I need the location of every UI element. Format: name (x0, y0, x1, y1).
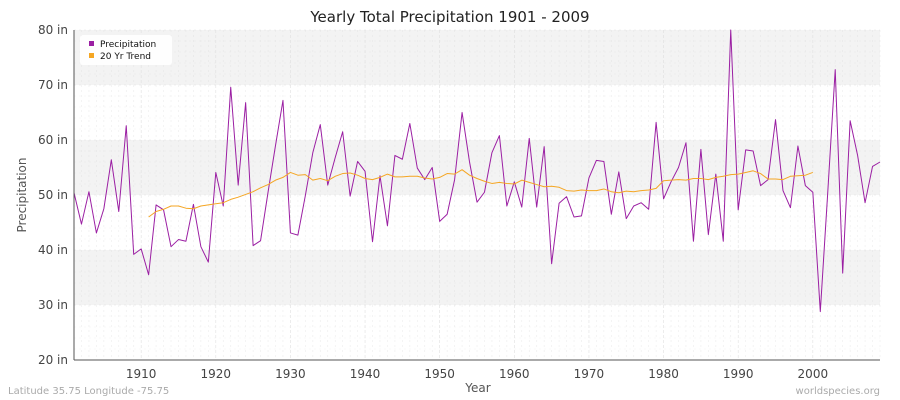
x-tick-label: 1930 (275, 367, 306, 381)
y-tick-label: 80 in (38, 23, 68, 37)
x-axis-label: Year (464, 381, 490, 395)
x-tick-label: 1920 (201, 367, 232, 381)
x-tick-label: 1960 (499, 367, 530, 381)
x-tick-label: 1970 (574, 367, 605, 381)
legend-swatch-precipitation (89, 41, 94, 46)
y-axis-label: Precipitation (15, 157, 29, 232)
y-tick-label: 50 in (38, 188, 68, 202)
series-line-trend (148, 169, 814, 218)
footer-source: worldspecies.org (796, 386, 880, 397)
x-tick-labels: 1910 1920 1930 1940 1950 1960 1970 1980 1990 2000 (126, 367, 828, 381)
legend-label-precipitation: Precipitation (100, 40, 156, 50)
y-tick-label: 30 in (38, 298, 68, 312)
chart-title: Yearly Total Precipitation 1901 - 2009 (309, 8, 589, 26)
y-tick-label: 40 in (38, 243, 68, 257)
x-tick-label: 1990 (723, 367, 754, 381)
legend-box (80, 35, 172, 65)
footer-location: Latitude 35.75 Longitude -75.75 (8, 386, 169, 397)
x-tick-label: 2000 (798, 367, 829, 381)
x-tick-label: 1950 (424, 367, 455, 381)
x-tick-label: 1980 (648, 367, 679, 381)
x-tick-label: 1910 (126, 367, 157, 381)
y-tick-label: 60 in (38, 133, 68, 147)
legend-label-trend: 20 Yr Trend (100, 52, 151, 62)
x-tick-label: 1940 (350, 367, 381, 381)
series-line-precipitation (73, 29, 881, 313)
series-layer (73, 29, 881, 313)
y-tick-label: 70 in (38, 78, 68, 92)
legend-swatch-trend (89, 53, 94, 58)
y-tick-label: 20 in (38, 353, 68, 367)
legend: Precipitation 20 Yr Trend (80, 35, 172, 65)
y-tick-labels: 20 in 30 in 40 in 50 in 60 in 70 in 80 in (38, 23, 68, 367)
